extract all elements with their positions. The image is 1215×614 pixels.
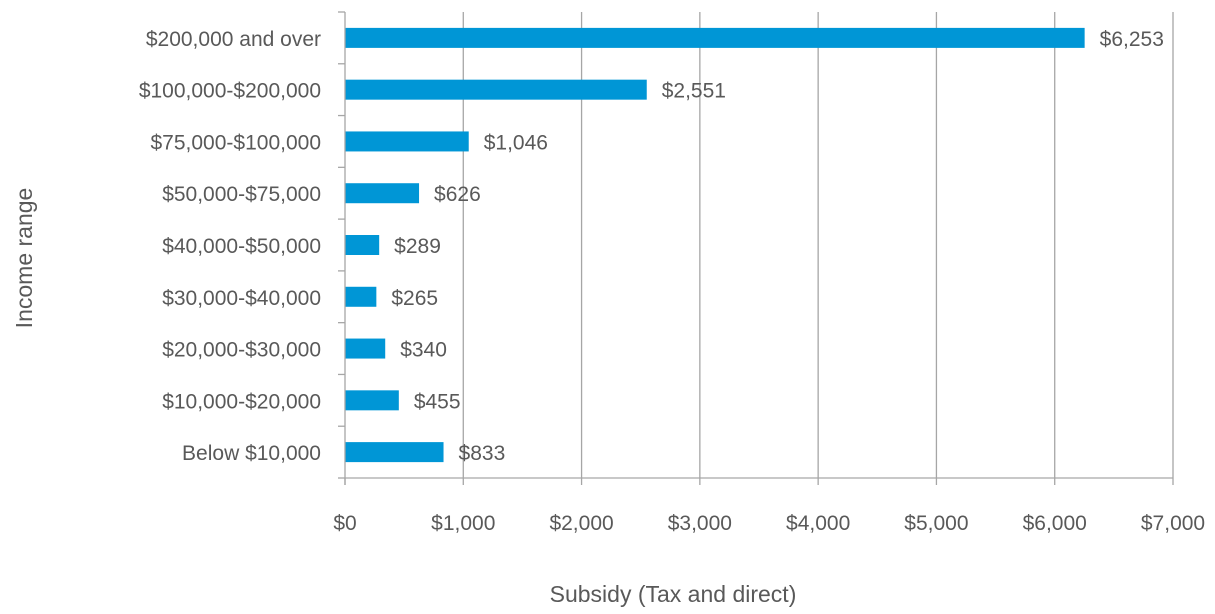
x-tick-label: $1,000: [431, 512, 495, 535]
data-label: $340: [400, 339, 447, 362]
bar: [345, 235, 380, 255]
bar: [345, 442, 444, 463]
bars: [345, 27, 1085, 463]
category-label: $30,000-$40,000: [162, 287, 321, 310]
data-label: $265: [391, 287, 438, 310]
y-axis-title: Income range: [11, 188, 37, 329]
category-label: Below $10,000: [182, 442, 321, 465]
x-tick-label: $0: [333, 512, 356, 535]
data-label: $455: [414, 390, 461, 413]
bar: [345, 79, 647, 100]
x-axis-title: Subsidy (Tax and direct): [550, 581, 797, 607]
data-label: $833: [459, 442, 506, 465]
category-label: $40,000-$50,000: [162, 235, 321, 258]
bar: [345, 27, 1085, 48]
bar: [345, 286, 377, 307]
category-label: $20,000-$30,000: [162, 339, 321, 362]
x-tick-label: $6,000: [1023, 512, 1087, 535]
data-label: $2,551: [662, 80, 726, 103]
bar: [345, 390, 399, 411]
data-label: $289: [394, 235, 441, 258]
data-label: $626: [434, 183, 481, 206]
x-tick-label: $3,000: [668, 512, 732, 535]
x-tick-label: $7,000: [1141, 512, 1205, 535]
data-label: $6,253: [1100, 28, 1164, 51]
bar: [345, 131, 469, 152]
category-label: $50,000-$75,000: [162, 183, 321, 206]
labels: $0 $1,000 $2,000 $3,000 $4,000 $5,000 $6,000 $7…: [139, 28, 1205, 535]
x-tick-label: $5,000: [904, 512, 968, 535]
data-label: $1,046: [484, 131, 548, 154]
category-label: $10,000-$20,000: [162, 390, 321, 413]
category-label: $100,000-$200,000: [139, 80, 321, 103]
category-label: $75,000-$100,000: [151, 131, 322, 154]
axes: [338, 11, 1174, 485]
bar: [345, 338, 386, 359]
category-label: $200,000 and over: [146, 28, 321, 51]
bar: [345, 183, 420, 204]
x-tick-label: $4,000: [786, 512, 850, 535]
x-tick-label: $2,000: [549, 512, 613, 535]
